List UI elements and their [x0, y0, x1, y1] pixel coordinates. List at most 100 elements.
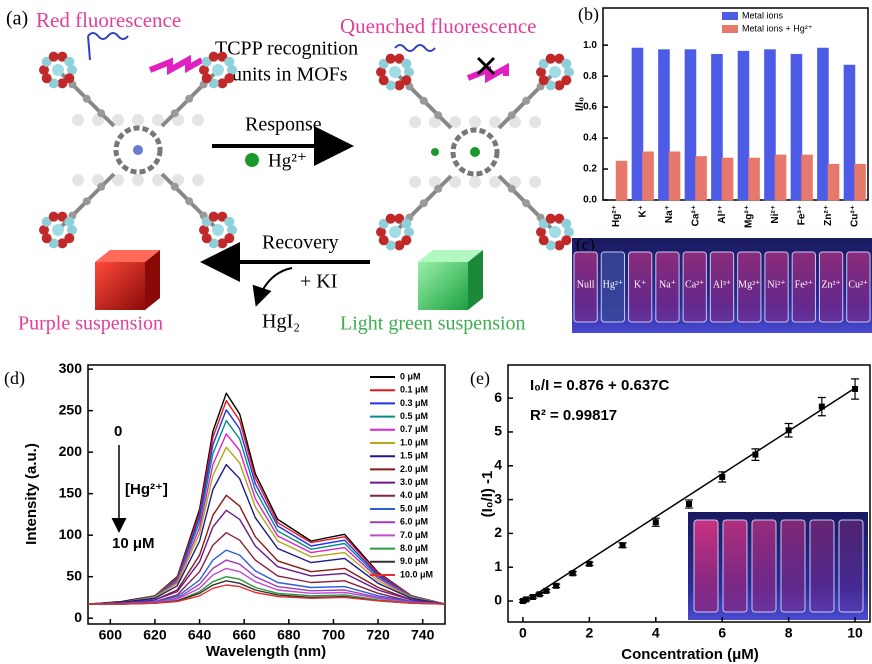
bar — [828, 164, 839, 200]
x-tick-label: Cu²⁺ — [849, 205, 860, 227]
x-axis-label: Concentration (μM) — [621, 646, 759, 663]
vial-label: Null — [577, 279, 595, 290]
y-tick-label: 0 — [494, 592, 502, 608]
y-tick-label: 1 — [494, 558, 502, 574]
ghost-atom — [469, 116, 481, 128]
atom — [420, 199, 428, 207]
atom — [83, 95, 91, 103]
annotation: R² = 0.99817 — [530, 407, 617, 424]
atom — [97, 109, 105, 117]
atom — [64, 217, 74, 227]
bar — [791, 54, 802, 200]
vial — [752, 520, 776, 612]
atom — [549, 66, 561, 78]
annotation: I₀/I = 0.876 + 0.637C — [530, 377, 670, 394]
bar — [775, 155, 786, 200]
atom — [212, 224, 224, 236]
ghost-atom — [529, 116, 541, 128]
data-point — [752, 452, 758, 458]
panel-label: (d) — [4, 368, 25, 389]
data-point — [819, 404, 825, 410]
ghost-atom — [132, 174, 144, 186]
vial-label: Ni²⁺ — [767, 279, 785, 290]
atom — [49, 212, 59, 222]
y-tick-label: 300 — [59, 360, 83, 376]
atom — [217, 238, 227, 248]
ghost-atom — [72, 174, 84, 186]
atom — [217, 78, 227, 88]
y-tick-label: 4 — [494, 456, 502, 472]
atom — [64, 57, 74, 67]
atom — [394, 240, 404, 250]
x-tick-label: Al³⁺ — [717, 205, 728, 224]
x-tick-label: Fe³⁺ — [796, 205, 807, 225]
x-tick-label: Ni²⁺ — [770, 205, 781, 224]
x-tick-label: Ca²⁺ — [690, 205, 701, 226]
atom — [57, 78, 67, 88]
legend-label: 5.0 μM — [400, 503, 428, 513]
atom — [52, 64, 64, 76]
vial-label: Hg²⁺ — [603, 279, 624, 290]
spectrum-line — [88, 393, 445, 604]
schematic-panel: (a) Red fluorescence Quenched fluorescen… — [6, 8, 574, 335]
atom — [389, 226, 401, 238]
legend-label: 2.0 μM — [400, 464, 428, 474]
atom — [401, 219, 411, 229]
arrow — [257, 268, 292, 303]
ghost-atom — [409, 176, 421, 188]
data-point — [543, 588, 549, 594]
x-tick-label: 680 — [277, 627, 301, 643]
atom — [171, 109, 179, 117]
x-tick-label: 8 — [785, 625, 793, 641]
annotation: [Hg²⁺] — [125, 481, 168, 498]
atom — [209, 212, 219, 222]
panel-label: (a) — [6, 8, 28, 30]
x-tick-label: 640 — [188, 627, 212, 643]
x-tick-label: Hg²⁺ — [611, 205, 622, 227]
atom — [52, 224, 64, 236]
spectrum-line — [88, 434, 445, 604]
caption: + KI — [300, 271, 337, 293]
vial-label: Al³⁺ — [713, 279, 731, 290]
vial — [694, 520, 718, 612]
data-point — [852, 386, 858, 392]
atom — [386, 214, 396, 224]
y-tick-label: 6 — [494, 389, 502, 405]
data-point — [523, 596, 529, 602]
atom — [546, 54, 556, 64]
spectrum-line — [88, 447, 445, 604]
ion-dot — [245, 153, 259, 167]
atom — [49, 52, 59, 62]
bar — [722, 158, 733, 200]
wave-icon — [395, 45, 435, 51]
emission-icon — [468, 68, 506, 78]
wave-icon — [88, 33, 128, 60]
atom — [209, 52, 219, 62]
figure: (a) Red fluorescence Quenched fluorescen… — [0, 0, 872, 664]
y-axis-label: I/I₀ — [574, 97, 586, 111]
atom — [83, 197, 91, 205]
y-tick-label: 50 — [66, 567, 82, 583]
y-tick-label: 150 — [59, 484, 83, 500]
atom — [212, 64, 224, 76]
data-point — [686, 501, 692, 507]
data-point — [653, 519, 659, 525]
atom — [434, 111, 442, 119]
emission-icon — [150, 60, 202, 70]
legend-label: 9.0 μM — [400, 556, 428, 566]
y-tick-label: 200 — [59, 443, 83, 459]
vial-label: Ca²⁺ — [685, 279, 704, 290]
x-tick-label: 10 — [847, 625, 863, 641]
legend-label: 0 μM — [400, 371, 421, 381]
x-axis-label: Wavelength (nm) — [206, 643, 326, 660]
x-tick-label: 2 — [585, 625, 593, 641]
vial — [810, 520, 834, 612]
data-point — [537, 591, 543, 597]
photo-inset — [688, 512, 868, 620]
y-axis-label: (I₀/I) -1 — [479, 471, 496, 518]
caption: Hg²⁺ — [268, 150, 307, 171]
bar — [685, 50, 696, 200]
atom — [554, 80, 564, 90]
x-tick-label: 720 — [366, 627, 390, 643]
x-tick-label: 600 — [99, 627, 123, 643]
